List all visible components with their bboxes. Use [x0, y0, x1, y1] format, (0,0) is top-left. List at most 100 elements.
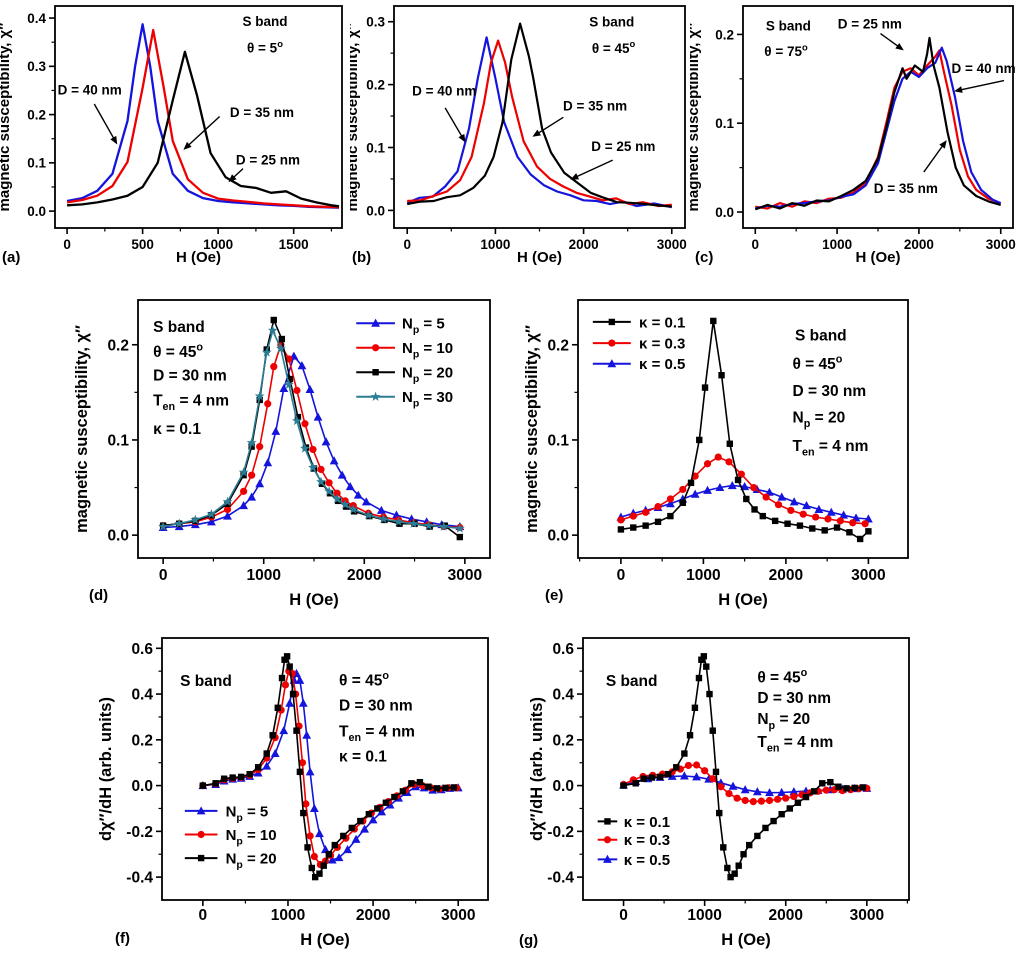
data-point-marker: [789, 497, 799, 506]
data-point-marker: [316, 870, 323, 877]
data-point-marker: [248, 443, 255, 450]
data-point-marker: [667, 771, 677, 780]
legend-label: Np = 10: [226, 827, 277, 848]
data-point-marker: [691, 704, 699, 711]
data-point-marker: [248, 471, 256, 479]
y-tick-label: 0.0: [107, 528, 129, 545]
data-point-marker: [787, 506, 795, 514]
data-point-marker: [741, 796, 749, 805]
legend-label: κ = 0.5: [639, 356, 685, 373]
data-point-marker: [327, 855, 337, 864]
data-point-marker: [774, 795, 782, 803]
plot-text: D = 30 nm: [793, 383, 867, 400]
series-line: [755, 46, 1002, 210]
data-point-marker: [293, 386, 301, 395]
data-point-marker: [861, 520, 869, 528]
plot-text: S band: [795, 328, 847, 345]
data-point-marker: [740, 481, 750, 491]
series-d-40-nm: [755, 46, 1002, 210]
x-tick-label: 2000: [769, 567, 803, 584]
data-point-marker: [664, 770, 672, 778]
y-axis-label: magnetic susceptibility, χ″: [0, 23, 13, 212]
data-point-marker: [302, 800, 310, 808]
data-point-marker: [382, 799, 390, 806]
annotation: D = 25 nm: [838, 16, 904, 51]
data-point-marker: [286, 663, 293, 670]
data-point-marker: [454, 523, 465, 533]
data-point-marker: [247, 492, 257, 501]
data-point-marker: [849, 519, 857, 527]
data-point-marker: [207, 517, 216, 526]
legend-swatch-marker: [197, 854, 205, 862]
panel-a: 0 500 1000 1500 0.0 0.1 0.2 0.3 0.4 H (Oe) magneti…: [0, 0, 350, 285]
data-point-marker: [239, 501, 248, 510]
x-tick-label: 2000: [347, 567, 381, 584]
data-point-marker: [399, 788, 407, 795]
annotation: D = 40 nm: [412, 84, 476, 143]
annotation: D = 40 nm: [58, 83, 122, 145]
x-tick-label: 0: [63, 237, 71, 252]
data-point-marker: [378, 513, 389, 524]
plot-text: θ = 5o: [247, 38, 283, 56]
data-point-marker: [812, 513, 820, 521]
x-tick-label: 2000: [569, 237, 599, 252]
data-point-marker: [329, 456, 339, 465]
data-point-marker: [317, 465, 325, 474]
data-point-marker: [305, 384, 315, 393]
series-d-25-nm: [406, 22, 672, 208]
data-point-marker: [310, 852, 318, 861]
y-tick-label: -0.2: [547, 824, 574, 841]
series-d-25-nm: [67, 50, 340, 208]
x-tick-label: 1000: [246, 567, 280, 584]
plot-frame: [577, 299, 909, 559]
data-point-marker: [819, 780, 826, 787]
data-point-marker: [316, 476, 326, 486]
data-point-marker: [681, 750, 688, 757]
data-point-marker: [777, 787, 787, 796]
data-point-marker: [710, 317, 717, 325]
x-tick-label: 0: [159, 567, 168, 584]
panel-g: 0 1000 2000 3000 -0.4 -0.2 0.0 0.2 0.4 0.6 H (Oe) d…: [515, 615, 1024, 953]
data-point-marker: [687, 479, 695, 486]
y-axis-label: dχ″/dH (arb. units): [97, 697, 115, 841]
legend-swatch-marker: [371, 318, 380, 327]
data-point-marker: [656, 773, 664, 781]
series-line: [66, 28, 340, 209]
series-line: [66, 23, 340, 209]
data-point-marker: [391, 793, 398, 801]
y-tick-label: 0.4: [27, 11, 46, 26]
axes: [156, 637, 489, 906]
data-point-marker: [264, 400, 272, 408]
data-point-marker: [263, 750, 270, 757]
plot-text: Ten = 4 nm: [793, 438, 869, 459]
series-d-40-nm: [406, 36, 673, 209]
annotation-label: D = 40 nm: [951, 61, 1015, 76]
data-point-marker: [368, 815, 378, 824]
data-point-marker: [642, 508, 650, 516]
panel-g-plot: 0 1000 2000 3000 -0.4 -0.2 0.0 0.2 0.4 0.6 H (Oe) d…: [528, 637, 910, 949]
data-point-marker: [859, 784, 866, 791]
data-point-marker: [751, 506, 758, 513]
data-point-marker: [340, 832, 347, 840]
data-point-marker: [856, 535, 864, 543]
data-point-marker: [300, 443, 310, 453]
data-point-marker: [786, 805, 793, 812]
data-point-marker: [315, 829, 324, 838]
data-point-marker: [320, 862, 327, 869]
data-point-marker: [240, 487, 248, 495]
legend-item: Np = 20: [356, 365, 453, 385]
data-point-marker: [365, 810, 373, 818]
data-point-marker: [731, 870, 738, 877]
data-point-marker: [238, 467, 249, 477]
data-point-marker: [617, 526, 625, 533]
data-point-marker: [302, 730, 312, 739]
plot-text: S band: [153, 319, 205, 336]
legend-swatch-marker: [604, 818, 611, 825]
series-line: [406, 22, 672, 208]
data-point-marker: [754, 832, 761, 840]
data-point-marker: [255, 479, 265, 488]
y-tick-label: -0.4: [547, 870, 574, 887]
data-point-marker: [709, 727, 716, 734]
data-point-marker: [720, 844, 727, 851]
data-point-marker: [271, 426, 281, 435]
